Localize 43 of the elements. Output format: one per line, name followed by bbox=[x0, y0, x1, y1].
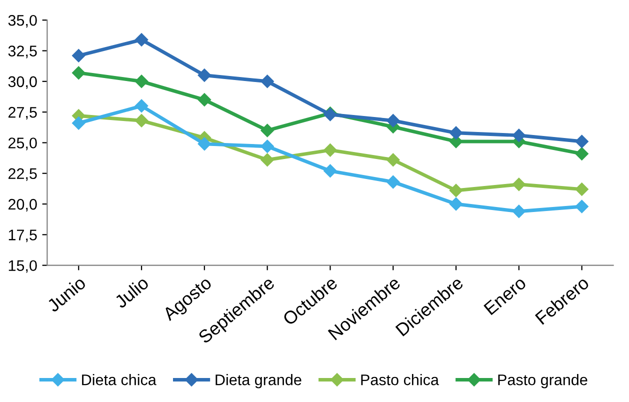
point bbox=[324, 164, 337, 178]
point bbox=[198, 68, 212, 82]
legend-label: Dieta chica bbox=[82, 374, 156, 386]
point bbox=[449, 184, 463, 198]
y-tick-label: 25,0 bbox=[8, 138, 37, 150]
point bbox=[134, 114, 148, 128]
point bbox=[260, 124, 274, 138]
point bbox=[386, 114, 400, 128]
point bbox=[512, 178, 526, 191]
point bbox=[512, 128, 526, 142]
point bbox=[134, 74, 148, 88]
y-tick-label: 27,5 bbox=[8, 106, 37, 120]
point bbox=[72, 49, 86, 62]
point bbox=[134, 99, 148, 113]
point bbox=[575, 147, 588, 160]
legend-label: Pasto grande bbox=[498, 374, 588, 388]
y-tick-label: 15,0 bbox=[8, 260, 37, 273]
point bbox=[198, 93, 212, 106]
legend-label: Dieta grande bbox=[216, 374, 302, 388]
point bbox=[386, 175, 400, 189]
point bbox=[512, 204, 526, 218]
point bbox=[260, 140, 274, 153]
y-tick-label: 32,5 bbox=[8, 46, 37, 58]
point bbox=[449, 126, 463, 140]
legend-label: Pasto chica bbox=[361, 374, 439, 386]
point bbox=[72, 66, 86, 80]
point bbox=[575, 134, 588, 148]
point bbox=[324, 143, 337, 157]
point bbox=[575, 182, 588, 196]
y-tick-label: 20,0 bbox=[8, 198, 37, 212]
point bbox=[260, 153, 274, 166]
point bbox=[260, 74, 274, 88]
point bbox=[72, 116, 86, 130]
y-tick-label: 22,5 bbox=[8, 168, 37, 181]
point bbox=[449, 197, 463, 211]
y-tick-label: 30,0 bbox=[8, 76, 37, 89]
point bbox=[575, 200, 588, 214]
y-tick-label: 35,0 bbox=[8, 14, 37, 28]
point bbox=[386, 153, 400, 166]
y-tick-label: 17,5 bbox=[8, 230, 37, 242]
point bbox=[134, 33, 148, 46]
point bbox=[198, 137, 212, 151]
x-tick-label: Julio bbox=[113, 276, 150, 309]
